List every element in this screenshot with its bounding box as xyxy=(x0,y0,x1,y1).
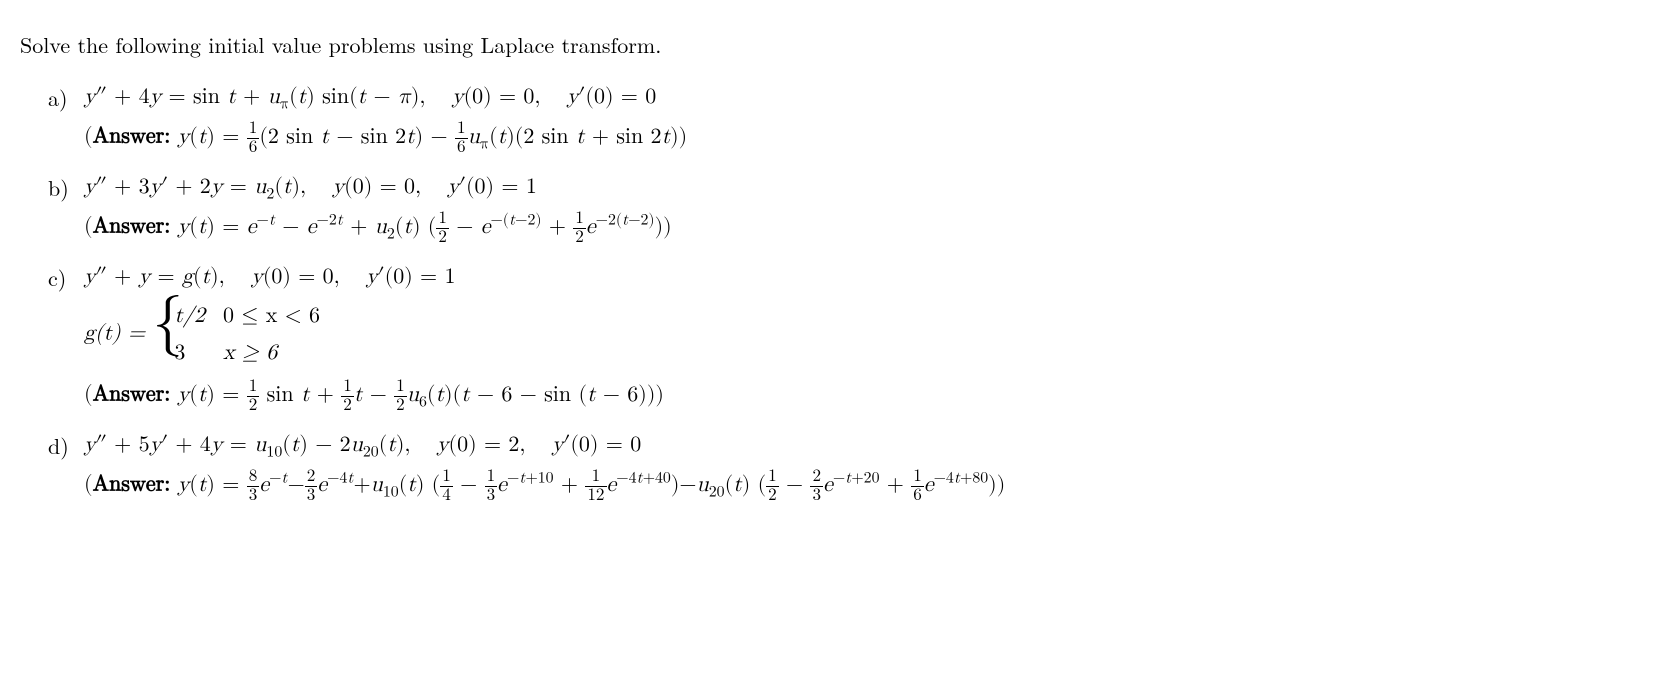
answer-d: (Answer: y(t) = 83e−t−23e−4t+u10(t) (14 … xyxy=(84,468,1644,505)
equation-b: y″ + 3y′ + 2y = u2(t),y(0) = 0,y′(0) = 1 xyxy=(84,171,1644,204)
equation-d: y″ + 5y′ + 4y = u10(t) − 2u20(t),y(0) = … xyxy=(84,429,1644,462)
equation-a: y″ + 4y = sin t + uπ(t) sin(t − π),y(0) … xyxy=(84,81,1644,114)
marker-b: b) xyxy=(48,171,69,204)
marker-a: a) xyxy=(48,81,68,114)
piecewise-g: g(t) = { t/2 0 ≤ x < 6 3 x ≥ 6 xyxy=(84,298,1644,372)
problem-b: b) y″ + 3y′ + 2y = u2(t),y(0) = 0,y′(0) … xyxy=(48,171,1644,247)
piecewise-row2-cond: x ≥ 6 xyxy=(219,335,334,372)
answer-d-expr: y(t) = 83e−t−23e−4t+u10(t) (14 − 13e−t+1… xyxy=(178,474,1006,496)
answer-b-expr: y(t) = e−t − e−2t + u2(t) (12 − e−(t−2) … xyxy=(178,216,672,238)
answer-label: Answer: xyxy=(93,384,171,406)
marker-d: d) xyxy=(48,429,69,462)
answer-a-expr: y(t) = 16(2 sin t − sin 2t) − 16uπ(t)(2 … xyxy=(178,126,688,148)
answer-a: (Answer: y(t) = 16(2 sin t − sin 2t) − 1… xyxy=(84,120,1644,157)
equation-c: y″ + y = g(t),y(0) = 0,y′(0) = 1 xyxy=(84,261,1644,294)
answer-c-expr: y(t) = 12 sin t + 12t − 12u6(t)(t − 6 − … xyxy=(178,384,664,406)
problem-d: d) y″ + 5y′ + 4y = u10(t) − 2u20(t),y(0)… xyxy=(48,429,1644,505)
intro-text: Solve the following initial value proble… xyxy=(20,28,1644,61)
answer-b: (Answer: y(t) = e−t − e−2t + u2(t) (12 −… xyxy=(84,210,1644,247)
left-brace-icon: { xyxy=(152,292,183,354)
answer-c: (Answer: y(t) = 12 sin t + 12t − 12u6(t)… xyxy=(84,378,1644,415)
answer-label: Answer: xyxy=(93,126,171,148)
marker-c: c) xyxy=(48,261,66,294)
problem-list: a) y″ + 4y = sin t + uπ(t) sin(t − π),y(… xyxy=(20,81,1644,505)
answer-label: Answer: xyxy=(93,216,171,238)
piecewise-row1-cond: 0 ≤ x < 6 xyxy=(219,298,334,335)
problem-a: a) y″ + 4y = sin t + uπ(t) sin(t − π),y(… xyxy=(48,81,1644,157)
piecewise-table: t/2 0 ≤ x < 6 3 x ≥ 6 xyxy=(170,298,334,372)
answer-label: Answer: xyxy=(93,474,171,496)
problem-c: c) y″ + y = g(t),y(0) = 0,y′(0) = 1 g(t)… xyxy=(48,261,1644,415)
g-lead: g(t) = xyxy=(84,323,152,345)
piecewise-brace: { t/2 0 ≤ x < 6 3 x ≥ 6 xyxy=(152,298,334,372)
